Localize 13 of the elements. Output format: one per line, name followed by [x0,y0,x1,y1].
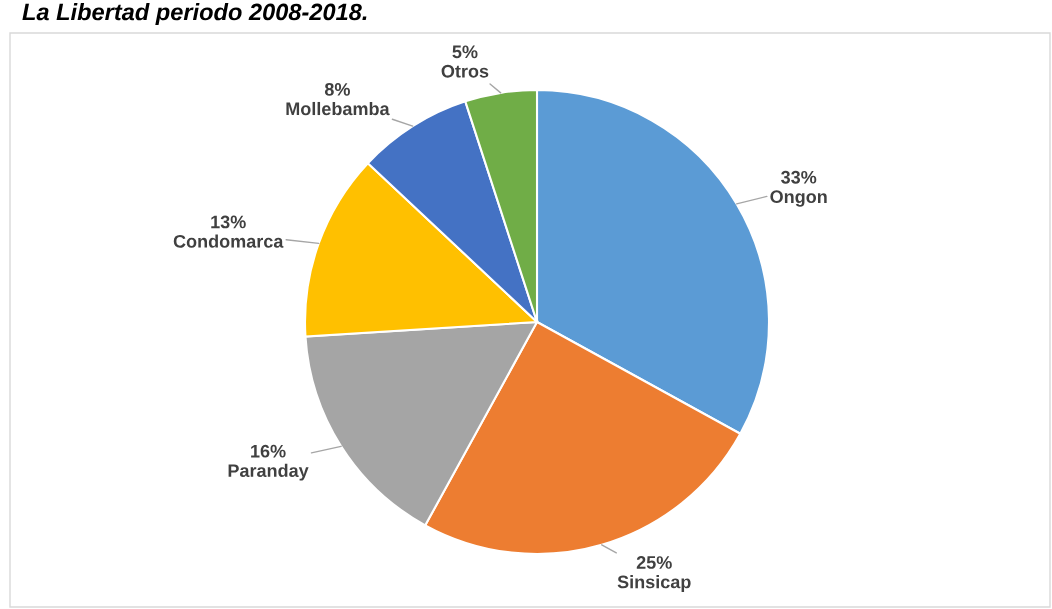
slice-label: Paranday [228,463,309,481]
slice-label: Condomarca [173,234,284,248]
slice-label: Sinsicap [617,575,691,592]
data-label: 5% [452,45,478,59]
data-label: 13% [211,215,246,229]
slice-label: Otros [441,64,489,78]
data-label: 25% [636,556,672,569]
slice-label: Mollebamba [286,101,390,116]
data-label: 8% [324,82,350,96]
data-label: 16% [251,444,286,458]
chart-title: La Libertad periodo 2008-2018. [22,3,367,26]
data-label: 33% [781,170,817,184]
slice-label: Ongon [770,190,827,207]
